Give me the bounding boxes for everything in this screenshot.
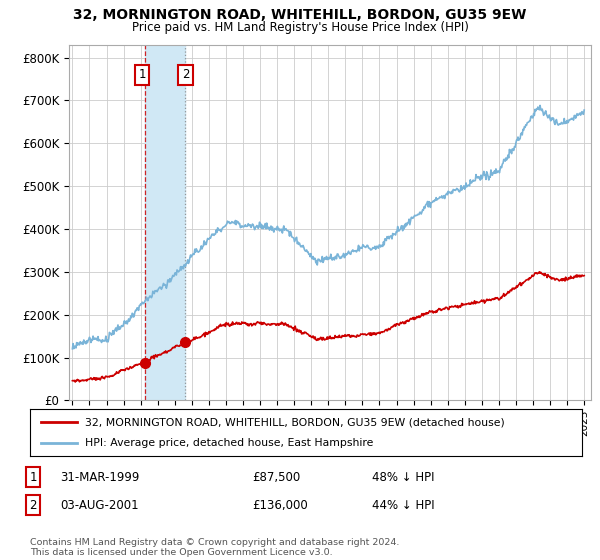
- Bar: [145, 45, 185, 400]
- Text: 2: 2: [182, 68, 189, 81]
- Text: 1: 1: [139, 68, 146, 81]
- Text: 44% ↓ HPI: 44% ↓ HPI: [372, 498, 434, 512]
- Text: 32, MORNINGTON ROAD, WHITEHILL, BORDON, GU35 9EW (detached house): 32, MORNINGTON ROAD, WHITEHILL, BORDON, …: [85, 417, 505, 427]
- Text: 2: 2: [29, 498, 37, 512]
- Text: 1: 1: [29, 470, 37, 484]
- Text: 48% ↓ HPI: 48% ↓ HPI: [372, 470, 434, 484]
- Text: HPI: Average price, detached house, East Hampshire: HPI: Average price, detached house, East…: [85, 438, 374, 448]
- Text: £136,000: £136,000: [252, 498, 308, 512]
- Text: Price paid vs. HM Land Registry's House Price Index (HPI): Price paid vs. HM Land Registry's House …: [131, 21, 469, 34]
- Text: 31-MAR-1999: 31-MAR-1999: [60, 470, 139, 484]
- Text: £87,500: £87,500: [252, 470, 300, 484]
- Text: Contains HM Land Registry data © Crown copyright and database right 2024.
This d: Contains HM Land Registry data © Crown c…: [30, 538, 400, 557]
- Text: 32, MORNINGTON ROAD, WHITEHILL, BORDON, GU35 9EW: 32, MORNINGTON ROAD, WHITEHILL, BORDON, …: [73, 8, 527, 22]
- Text: 03-AUG-2001: 03-AUG-2001: [60, 498, 139, 512]
